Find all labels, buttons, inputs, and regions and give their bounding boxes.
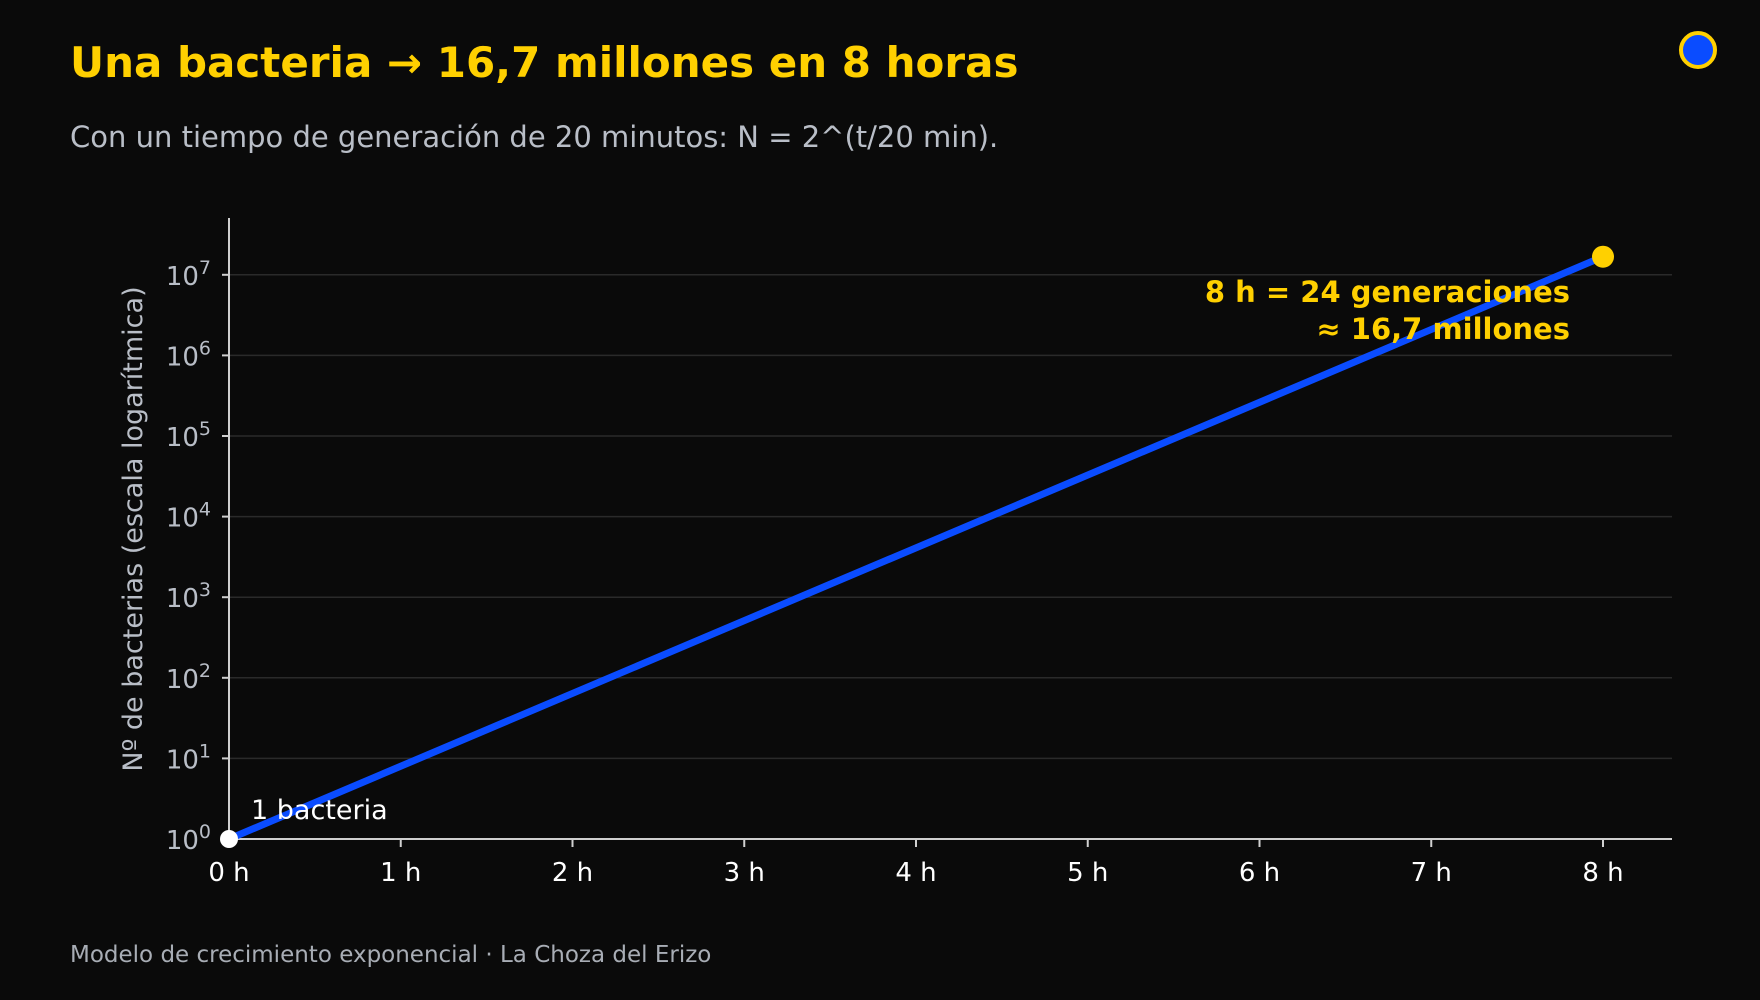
x-tick-label: 3 h [724, 858, 765, 888]
y-axis-label: Nº de bacterias (escala logarítmica) [118, 286, 149, 771]
brand-logo-icon [1679, 31, 1717, 69]
y-tick-label: 105 [166, 418, 211, 453]
series-line [225, 253, 1607, 843]
y-tick-label: 107 [166, 257, 211, 292]
y-tick-base: 10 [166, 342, 199, 372]
y-tick-exponent: 3 [199, 579, 211, 601]
y-tick-label: 104 [166, 499, 211, 534]
y-tick-base: 10 [166, 504, 199, 534]
annotations: 1 bacteria 8 h = 24 generaciones≈ 16,7 mi… [220, 245, 1614, 848]
start-point-marker [220, 830, 238, 848]
x-tick-labels: 0 h 1 h 2 h 3 h 4 h 5 h 6 h 7 h 8 h [208, 858, 1623, 888]
y-tick-label: 106 [166, 337, 211, 372]
grid-lines [229, 274, 1672, 760]
y-tick-base: 10 [166, 745, 199, 775]
x-tick-label: 2 h [552, 858, 593, 888]
series-layer [225, 253, 1607, 843]
end-point-label: 8 h = 24 generaciones [1205, 275, 1570, 309]
y-tick-exponent: 4 [199, 499, 211, 521]
y-tick-exponent: 1 [199, 740, 211, 762]
start-point-label: 1 bacteria [251, 795, 388, 826]
y-tick-label: 101 [166, 740, 211, 775]
y-tick-base: 10 [166, 826, 199, 856]
y-tick-label: 102 [166, 660, 211, 695]
x-tick-label: 8 h [1582, 858, 1623, 888]
y-tick-exponent: 0 [199, 821, 211, 843]
x-tick-label: 4 h [895, 858, 936, 888]
x-tick-label: 0 h [208, 858, 249, 888]
y-tick-label: 103 [166, 579, 211, 614]
y-tick-base: 10 [166, 584, 199, 614]
x-tick-label: 1 h [380, 858, 421, 888]
page-subtitle: Con un tiempo de generación de 20 minuto… [70, 120, 999, 154]
y-tick-base: 10 [166, 262, 199, 292]
y-tick-exponent: 5 [199, 418, 211, 440]
y-tick-base: 10 [166, 665, 199, 695]
y-tick-label: 100 [166, 821, 211, 856]
end-point-marker [1592, 245, 1614, 268]
axes [222, 218, 1672, 847]
y-tick-exponent: 2 [199, 660, 211, 682]
x-tick-label: 6 h [1239, 858, 1280, 888]
end-point-label: ≈ 16,7 millones [1316, 312, 1570, 346]
y-tick-base: 10 [166, 423, 199, 453]
x-tick-label: 5 h [1067, 858, 1108, 888]
footer-credit: Modelo de crecimiento exponencial · La C… [70, 942, 712, 968]
page-title: Una bacteria → 16,7 millones en 8 horas [70, 38, 1019, 87]
y-tick-exponent: 7 [199, 257, 211, 279]
x-tick-label: 7 h [1411, 858, 1452, 888]
y-tick-exponent: 6 [199, 337, 211, 359]
